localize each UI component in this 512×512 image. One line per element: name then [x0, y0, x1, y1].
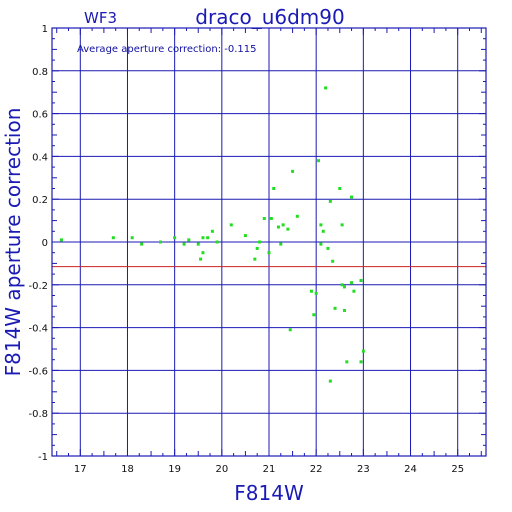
data-point [359, 360, 363, 364]
data-point [253, 257, 257, 261]
data-point [196, 242, 200, 246]
data-point [309, 289, 313, 293]
y-axis-label: F814W aperture correction [1, 108, 25, 377]
data-point [342, 285, 346, 289]
instrument-label: WF3 [84, 9, 117, 27]
data-point [187, 238, 191, 242]
data-point [328, 379, 332, 383]
data-point [319, 223, 323, 227]
x-tick-label: 17 [74, 464, 87, 475]
y-tick-label: -0.8 [28, 409, 48, 420]
x-tick-label: 21 [263, 464, 276, 475]
data-point [243, 234, 247, 238]
data-point [321, 229, 325, 233]
y-tick-labels: -1 -0.8 -0.6 -0.4 -0.2 0 0.2 0.4 0.6 0.8 1 [28, 24, 48, 463]
chart-title: draco_u6dm90 [195, 5, 344, 29]
data-point [312, 313, 316, 317]
y-tick-label: 0.4 [32, 152, 48, 163]
data-point [201, 236, 205, 240]
data-point [333, 306, 337, 310]
data-point [350, 281, 354, 285]
x-tick-label: 22 [310, 464, 323, 475]
data-point [342, 308, 346, 312]
data-point [340, 223, 344, 227]
data-point [352, 289, 356, 293]
data-point [269, 216, 273, 220]
data-point [314, 291, 318, 295]
x-tick-labels: 17 18 19 20 21 22 23 24 25 [74, 464, 464, 475]
data-point [288, 328, 292, 332]
data-point [359, 279, 363, 283]
data-point [272, 187, 276, 190]
data-point [361, 349, 365, 353]
data-point [317, 159, 321, 163]
average-annotation: Average aperture correction: -0.115 [77, 44, 257, 55]
data-point [319, 242, 323, 246]
y-tick-label: -1 [38, 452, 48, 463]
data-point [140, 242, 144, 246]
grid-lines [52, 27, 486, 457]
x-tick-label: 23 [357, 464, 370, 475]
data-point [338, 187, 342, 190]
data-point [59, 238, 63, 242]
data-point [350, 195, 354, 199]
data-point [295, 214, 299, 218]
y-tick-label: 0.8 [32, 67, 48, 78]
data-point [328, 199, 332, 203]
data-point [210, 229, 214, 233]
x-axis-label: F814W [234, 481, 304, 505]
data-point [201, 251, 205, 255]
data-point [324, 86, 328, 90]
data-points [59, 86, 365, 383]
data-point [262, 216, 266, 220]
x-tick-label: 25 [451, 464, 464, 475]
data-point [215, 240, 219, 244]
data-point [130, 236, 134, 240]
y-tick-label: 0.6 [32, 110, 48, 121]
y-tick-label: 0 [42, 238, 48, 249]
data-point [345, 360, 349, 364]
data-point [258, 240, 262, 244]
data-point [279, 242, 283, 246]
data-point [276, 225, 280, 229]
x-tick-label: 18 [121, 464, 134, 475]
data-point [286, 227, 290, 231]
y-tick-label: 0.2 [32, 195, 48, 206]
data-point [281, 223, 285, 227]
x-tick-label: 20 [215, 464, 228, 475]
data-point [159, 240, 162, 244]
data-point [199, 257, 203, 261]
data-point [255, 246, 259, 250]
data-point [340, 283, 344, 287]
data-point [111, 236, 115, 240]
data-point [291, 169, 295, 173]
y-tick-label: -0.2 [28, 281, 48, 292]
x-tick-label: 24 [404, 464, 417, 475]
data-point [331, 259, 335, 263]
tick-marks [52, 27, 486, 457]
data-point [267, 251, 271, 255]
y-tick-label: -0.6 [28, 366, 48, 377]
data-point [326, 246, 330, 250]
data-point [173, 236, 177, 240]
x-tick-label: 19 [168, 464, 181, 475]
data-point [182, 242, 186, 246]
y-tick-label: 1 [42, 24, 48, 35]
y-tick-label: -0.4 [28, 324, 48, 335]
data-point [206, 236, 210, 240]
data-point [229, 223, 233, 227]
